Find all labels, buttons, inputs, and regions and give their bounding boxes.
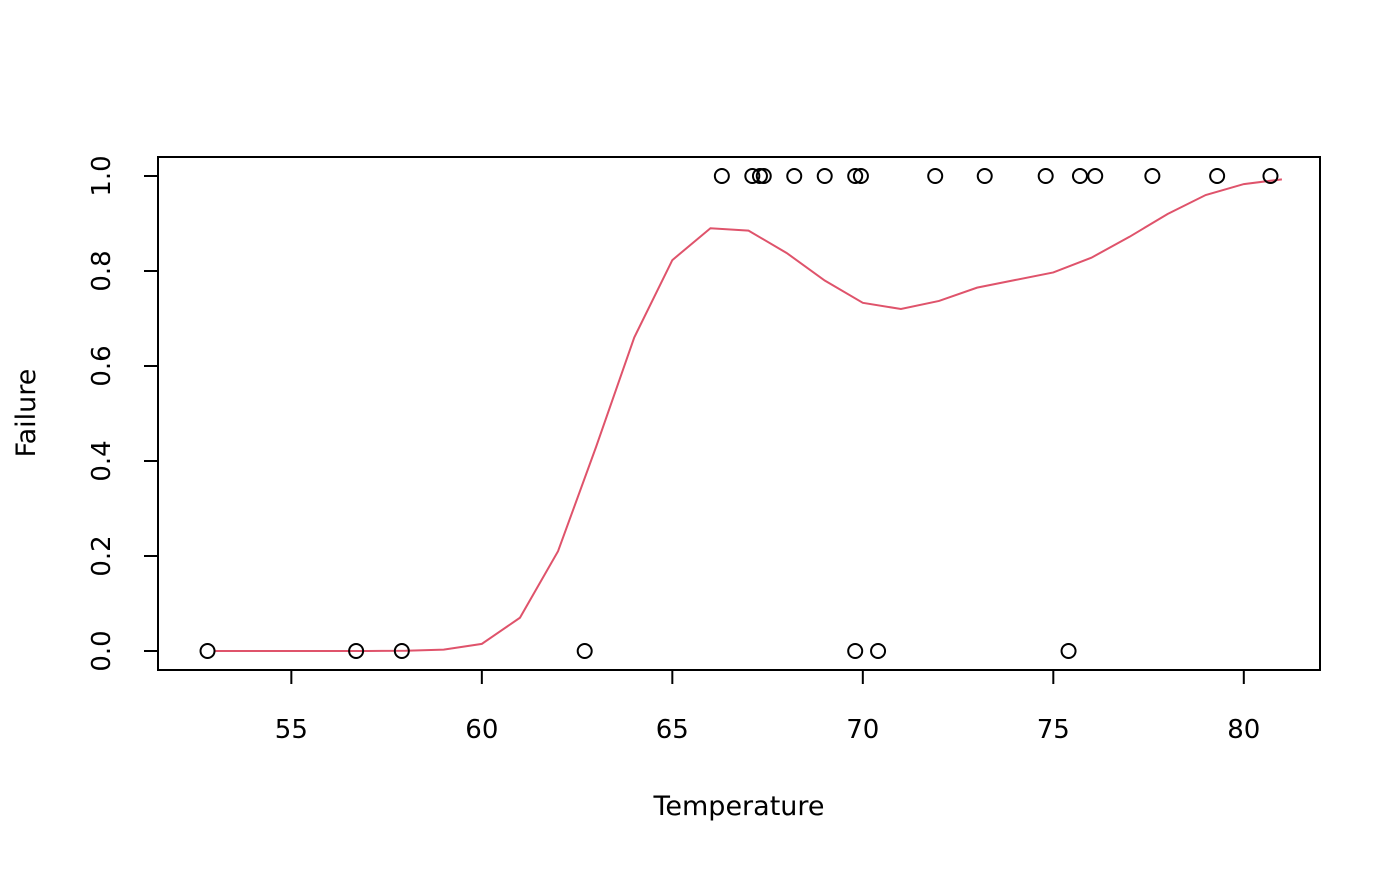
y-tick-label: 0.0 (87, 630, 117, 671)
data-point (348, 643, 365, 659)
x-tick-label: 65 (656, 715, 689, 745)
fitted-curve (215, 178, 1283, 652)
x-tick-label: 60 (465, 715, 498, 745)
plot-frame (157, 156, 1321, 671)
data-point (816, 168, 833, 184)
data-point (1037, 168, 1054, 184)
y-tick-label: 0.8 (87, 250, 117, 291)
data-point (755, 168, 772, 184)
data-point (713, 168, 730, 184)
data-point (1087, 168, 1104, 184)
data-point (852, 168, 869, 184)
data-point (744, 168, 761, 184)
data-point (976, 168, 993, 184)
data-point (786, 168, 803, 184)
x-axis-title: Temperature (652, 791, 824, 822)
x-axis: 55 60 65 70 75 80 (275, 669, 1260, 745)
data-point (576, 643, 593, 659)
data-point (1071, 168, 1088, 184)
data-points (199, 168, 1279, 659)
data-point (199, 643, 216, 659)
x-tick-label: 80 (1227, 715, 1260, 745)
y-axis-title: Failure (11, 369, 42, 458)
x-tick-label: 55 (275, 715, 308, 745)
data-point (847, 643, 864, 659)
y-axis: 0.0 0.2 0.4 0.6 0.8 1.0 (87, 155, 159, 672)
y-tick-label: 1.0 (87, 155, 117, 196)
fitted-curve-line (215, 178, 1283, 652)
data-point (927, 168, 944, 184)
x-tick-label: 70 (846, 715, 879, 745)
data-point (870, 643, 887, 659)
data-point (847, 168, 864, 184)
data-point (1262, 168, 1279, 184)
data-point (1144, 168, 1161, 184)
data-point (1060, 643, 1077, 659)
y-tick-label: 0.4 (87, 440, 117, 481)
y-tick-label: 0.2 (87, 535, 117, 576)
x-tick-label: 75 (1037, 715, 1070, 745)
data-point (393, 643, 410, 659)
data-point (1209, 168, 1226, 184)
y-tick-label: 0.6 (87, 345, 117, 386)
